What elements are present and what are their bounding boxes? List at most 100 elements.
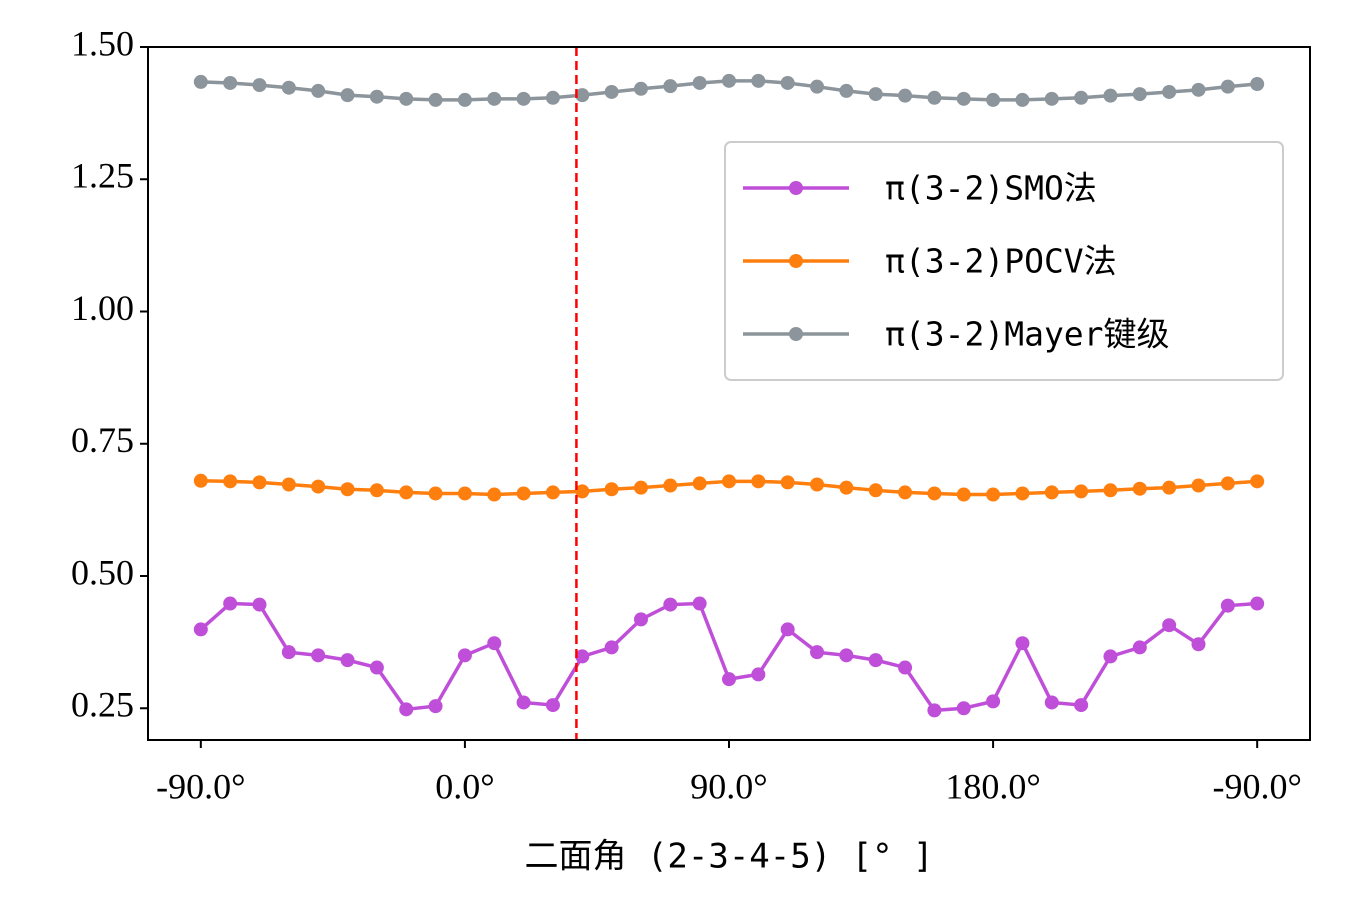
data-point xyxy=(633,480,648,495)
legend-marker xyxy=(789,254,803,268)
data-point xyxy=(252,78,267,93)
data-point xyxy=(369,483,384,498)
x-tick-label: -90.0° xyxy=(156,766,245,806)
data-point xyxy=(692,75,707,90)
x-axis-label: 二面角 (2-3-4-5) [° ] xyxy=(524,837,933,877)
legend: π(3-2)SMO法 π(3-2)POCV法 π(3-2)Mayer键级 xyxy=(724,141,1284,381)
y-tick-label: 0.25 xyxy=(71,685,134,725)
data-point xyxy=(722,73,736,88)
data-point xyxy=(839,83,854,98)
data-point xyxy=(1044,91,1059,106)
data-point xyxy=(369,89,384,104)
x-tick-label: 180.0° xyxy=(945,766,1040,806)
data-point xyxy=(898,485,913,500)
data-point xyxy=(428,92,443,107)
data-point xyxy=(1074,90,1089,105)
data-point xyxy=(633,81,648,96)
data-point xyxy=(1191,82,1206,97)
data-point xyxy=(780,475,795,490)
data-point xyxy=(986,487,1001,502)
data-point xyxy=(457,92,472,107)
y-tick-label: 1.25 xyxy=(71,156,134,196)
y-tick-label: 0.75 xyxy=(71,420,134,460)
data-point xyxy=(839,480,854,495)
legend-marker xyxy=(789,181,803,195)
x-tick-label: 0.0° xyxy=(435,766,494,806)
series-line xyxy=(199,601,1258,713)
data-point xyxy=(516,91,531,106)
data-point xyxy=(927,703,942,718)
data-point xyxy=(927,90,942,105)
data-point xyxy=(487,636,502,651)
data-point xyxy=(1132,87,1147,102)
data-point xyxy=(252,475,267,490)
data-point xyxy=(633,612,648,627)
data-point xyxy=(399,485,414,500)
plot-frame xyxy=(147,46,1311,741)
data-point xyxy=(428,699,443,714)
data-point xyxy=(1074,484,1089,499)
data-point xyxy=(1220,79,1235,94)
data-point xyxy=(252,597,267,612)
data-point xyxy=(839,648,854,663)
data-point xyxy=(311,648,326,663)
data-point xyxy=(399,702,414,717)
data-point xyxy=(340,482,355,497)
data-point xyxy=(927,486,942,501)
data-point xyxy=(663,597,678,612)
data-point xyxy=(428,486,443,501)
data-point xyxy=(340,88,355,103)
data-point xyxy=(1250,596,1265,611)
data-point xyxy=(311,479,326,494)
y-tick-label: 1.50 xyxy=(71,23,134,63)
data-point xyxy=(311,83,326,98)
data-point xyxy=(956,701,971,716)
data-point xyxy=(545,90,560,105)
data-point xyxy=(722,474,736,489)
data-point xyxy=(868,653,883,668)
data-point xyxy=(223,596,238,611)
legend-label: π(3-2)Mayer键级 xyxy=(885,315,1170,354)
data-point xyxy=(1250,77,1265,92)
data-point xyxy=(545,698,560,713)
data-point xyxy=(898,660,913,675)
data-point xyxy=(1044,695,1059,710)
data-point xyxy=(986,92,1001,107)
data-point xyxy=(193,473,208,488)
data-point xyxy=(1250,474,1265,489)
y-tick-label: 0.50 xyxy=(71,552,134,592)
data-point xyxy=(1220,476,1235,491)
data-point xyxy=(575,649,590,664)
data-point xyxy=(986,694,1001,709)
data-point xyxy=(369,660,384,675)
data-point xyxy=(545,485,560,500)
data-point xyxy=(193,622,208,637)
data-point xyxy=(868,483,883,498)
data-point xyxy=(604,482,619,497)
legend-label: π(3-2)SMO法 xyxy=(885,169,1097,208)
data-point xyxy=(663,478,678,493)
legend-marker xyxy=(789,327,803,341)
data-point xyxy=(1103,649,1118,664)
data-point xyxy=(1015,486,1030,501)
data-point xyxy=(457,648,472,663)
data-point xyxy=(1132,481,1147,496)
data-point xyxy=(1191,637,1206,652)
data-point xyxy=(956,487,971,502)
legend-label: π(3-2)POCV法 xyxy=(885,242,1117,281)
data-point xyxy=(692,476,707,491)
data-point xyxy=(1191,478,1206,493)
data-point xyxy=(751,73,766,88)
data-point xyxy=(604,640,619,655)
data-point xyxy=(1220,598,1235,613)
data-point xyxy=(1162,84,1177,99)
data-point xyxy=(281,477,296,492)
legend-box xyxy=(724,141,1284,381)
data-point xyxy=(722,672,736,687)
data-point xyxy=(223,75,238,90)
data-point xyxy=(575,88,590,103)
data-point xyxy=(281,645,296,660)
data-point xyxy=(1103,483,1118,498)
data-point xyxy=(956,91,971,106)
data-point xyxy=(193,74,208,89)
